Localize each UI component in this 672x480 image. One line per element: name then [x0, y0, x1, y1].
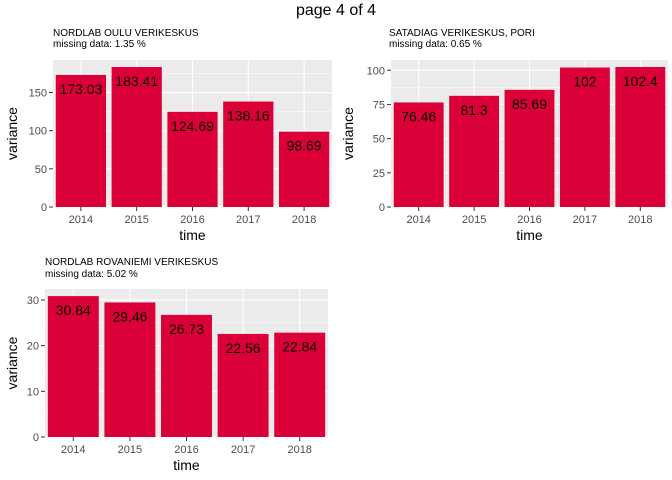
y-tick-label: 0 [379, 202, 385, 214]
data-label: 173.03 [59, 81, 102, 97]
x-tick-label: 2018 [292, 214, 316, 226]
x-axis-label: time [179, 227, 206, 243]
y-tick-label: 30 [27, 295, 39, 307]
panel-subtitle: missing data: 1.35 % [53, 39, 146, 50]
y-axis-label: variance [4, 107, 20, 160]
y-tick-label: 100 [367, 65, 385, 77]
page-title: page 4 of 4 [295, 2, 377, 19]
x-tick-label: 2017 [236, 214, 260, 226]
chart-oulu: NORDLAB OULU VERIKESKUS missing data: 1.… [4, 28, 332, 243]
y-tick-label: 20 [27, 341, 39, 353]
y-tick-label: 100 [29, 126, 47, 138]
data-label: 102 [573, 74, 597, 90]
y-tick-label: 10 [27, 386, 39, 398]
panel-title: NORDLAB ROVANIEMI VERIKESKUS [45, 257, 219, 268]
x-tick-label: 2014 [69, 214, 93, 226]
panel-title: SATADIAG VERIKESKUS, PORI [389, 28, 535, 39]
x-tick-label: 2015 [118, 444, 142, 456]
bar [111, 67, 162, 207]
x-tick-label: 2015 [124, 214, 148, 226]
data-label: 22.84 [282, 339, 317, 355]
x-axis-label: time [516, 227, 543, 243]
y-tick-label: 0 [33, 432, 39, 444]
chart-pori: SATADIAG VERIKESKUS, PORI missing data: … [340, 28, 668, 243]
data-label: 30.84 [56, 302, 91, 318]
data-label: 138.16 [227, 108, 270, 124]
panel-subtitle: missing data: 5.02 % [45, 269, 138, 280]
bar [449, 95, 500, 207]
bar [393, 102, 444, 207]
y-tick-label: 50 [373, 134, 385, 146]
data-label: 85.69 [512, 96, 547, 112]
y-tick-label: 25 [373, 168, 385, 180]
chart-rovaniemi: NORDLAB ROVANIEMI VERIKESKUS missing dat… [4, 257, 328, 473]
bar [278, 131, 330, 207]
bar [223, 101, 274, 207]
y-axis-label: variance [4, 336, 20, 389]
y-axis-label: variance [340, 107, 356, 160]
bar [167, 111, 218, 207]
bar [161, 314, 212, 437]
x-axis-label: time [173, 457, 200, 473]
x-tick-label: 2017 [231, 444, 255, 456]
bar [559, 67, 610, 207]
data-label: 29.46 [112, 308, 147, 324]
data-label: 76.46 [401, 108, 436, 124]
data-label: 26.73 [169, 321, 204, 337]
bar [504, 89, 555, 207]
bar [47, 296, 99, 437]
data-label: 124.69 [171, 118, 214, 134]
x-tick-label: 2014 [61, 444, 85, 456]
y-tick-label: 150 [29, 88, 47, 100]
bar [274, 332, 326, 437]
data-label: 102.4 [623, 73, 658, 89]
y-tick-label: 75 [373, 99, 385, 111]
x-tick-label: 2017 [573, 214, 597, 226]
bar [615, 66, 666, 207]
x-tick-label: 2016 [517, 214, 541, 226]
data-label: 183.41 [115, 73, 158, 89]
data-label: 81.3 [460, 102, 487, 118]
x-tick-label: 2016 [180, 214, 204, 226]
y-tick-label: 0 [41, 202, 47, 214]
x-tick-label: 2014 [406, 214, 430, 226]
bar [55, 74, 107, 207]
y-tick-label: 50 [35, 164, 47, 176]
x-tick-label: 2018 [287, 444, 311, 456]
x-tick-label: 2018 [628, 214, 652, 226]
panel-title: NORDLAB OULU VERIKESKUS [53, 28, 199, 39]
panel-subtitle: missing data: 0.65 % [389, 39, 482, 50]
data-label: 22.56 [226, 340, 261, 356]
data-label: 98.69 [287, 138, 322, 154]
bar [217, 333, 269, 437]
x-tick-label: 2015 [462, 214, 486, 226]
bar [104, 302, 156, 437]
x-tick-label: 2016 [174, 444, 198, 456]
